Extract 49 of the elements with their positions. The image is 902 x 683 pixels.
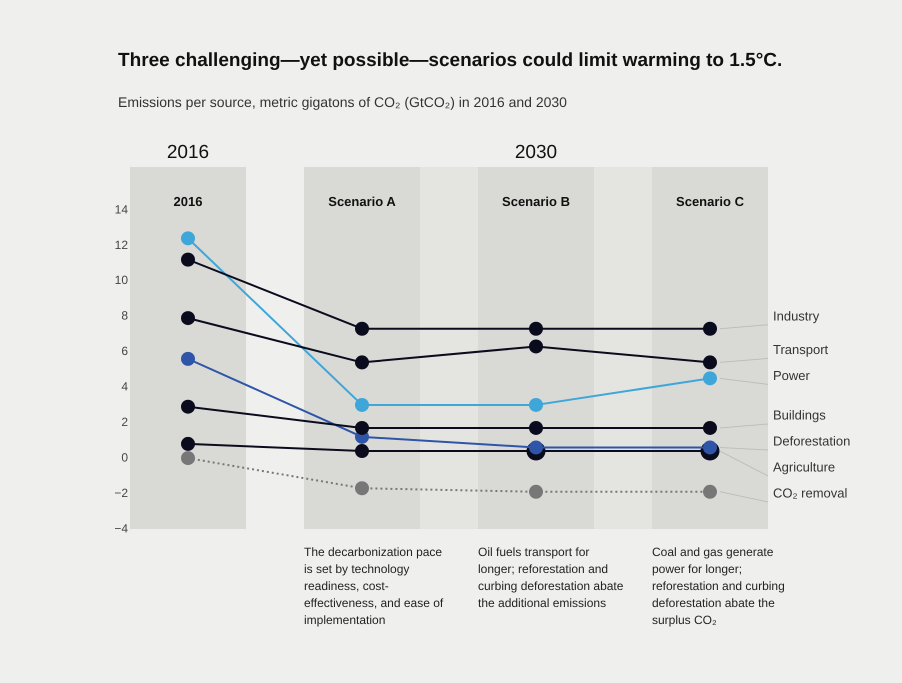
text: Power [773,368,811,383]
text: Buildings [773,408,826,423]
point [181,311,195,326]
y-tick-label: −4 [114,521,128,536]
y-tick-label: 12 [114,238,128,252]
point [181,352,195,366]
text: 2016 [166,142,210,164]
x-tick-label: Scenario B [502,194,570,209]
point [529,420,543,435]
chart-title: Three challenging—yet possible—scenarios could limit warming to 1.5°C. [118,50,782,72]
text: Industry [773,308,820,324]
point [355,355,369,370]
point [529,484,543,499]
point [181,231,195,246]
point [529,339,543,354]
y-tick-label: 6 [121,344,128,358]
y-tick-label: 0 [121,450,128,464]
y-tick-label: −2 [114,486,128,500]
x-tick-label: 2016 [174,194,202,209]
point [703,355,717,370]
point [355,420,369,435]
point [529,398,543,412]
point [355,398,369,412]
point [355,481,369,496]
point [703,371,717,386]
text: 2030 [514,142,558,164]
point [181,252,195,267]
point [703,420,717,435]
text: Deforestation [773,434,850,449]
text: Coal and gas generate power for longer; reforestation and curbing deforestation abate the surplus CO₂ [652,544,786,629]
y-tick-label: 10 [114,273,128,288]
text: Agriculture [773,460,836,475]
point [529,322,543,336]
point [181,451,195,466]
point [703,322,717,336]
text: The decarbonization pace is set by technology readiness, cost-effectiveness, and ease of implementation [304,544,444,629]
y-tick-label: 14 [114,202,128,216]
chart-subtitle: Emissions per source, metric gigatons of CO₂ (GtCO₂) in 2016 and 2030 [118,94,567,110]
y-tick-label: 4 [121,380,128,394]
text: Transport [773,342,829,357]
x-tick-label: Scenario C [676,194,745,209]
point [355,322,369,336]
text: CO₂ removal [773,486,848,501]
point [181,400,195,414]
point [703,484,717,499]
x-tick-label: Scenario A [328,194,396,209]
y-tick-label: 8 [121,308,128,323]
y-tick-label: 2 [121,414,128,429]
text: Oil fuels transport for longer; reforestation and curbing deforestation abate the additional emissions [478,544,624,612]
